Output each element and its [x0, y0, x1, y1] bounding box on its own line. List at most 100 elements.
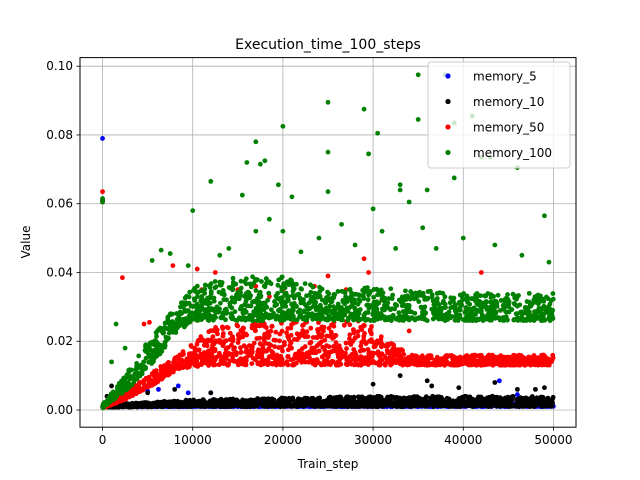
data-point	[317, 404, 322, 409]
data-point	[205, 339, 211, 344]
data-point	[352, 349, 358, 355]
data-point	[100, 189, 105, 195]
data-point	[212, 270, 218, 275]
data-point	[504, 359, 510, 365]
data-point	[329, 360, 335, 365]
data-point	[219, 324, 225, 330]
data-point	[361, 323, 367, 329]
data-point	[433, 362, 439, 368]
data-point	[293, 351, 298, 357]
data-point	[382, 397, 387, 403]
data-point	[222, 338, 228, 344]
data-point	[490, 361, 496, 367]
data-point	[549, 357, 555, 362]
data-point	[139, 404, 145, 410]
data-point	[459, 360, 464, 366]
data-point	[291, 403, 297, 408]
data-point	[365, 347, 371, 352]
data-point	[457, 396, 463, 401]
data-point	[247, 397, 253, 403]
data-point	[401, 361, 407, 367]
data-point	[510, 361, 516, 367]
data-point	[252, 328, 258, 333]
data-point	[335, 359, 341, 365]
data-point	[170, 369, 176, 375]
data-point	[367, 357, 372, 363]
data-point	[194, 283, 200, 289]
data-point	[246, 353, 251, 359]
data-point	[483, 398, 489, 404]
data-point	[269, 349, 275, 354]
data-point	[449, 399, 455, 405]
data-point	[361, 398, 367, 404]
data-point	[286, 395, 292, 401]
data-point	[514, 392, 520, 397]
data-point	[305, 401, 310, 407]
data-point	[425, 361, 431, 366]
data-point	[181, 399, 187, 405]
data-point	[232, 345, 237, 351]
data-point	[457, 292, 463, 298]
data-point	[285, 347, 291, 353]
data-point	[204, 343, 210, 349]
data-point	[496, 378, 502, 384]
data-point	[375, 403, 380, 409]
data-point	[235, 323, 241, 329]
data-point	[347, 332, 353, 338]
data-point	[288, 340, 294, 346]
data-point	[478, 397, 484, 402]
data-point	[503, 402, 509, 408]
data-point	[288, 332, 294, 338]
data-point	[297, 314, 302, 320]
data-point	[145, 390, 151, 396]
data-point	[227, 337, 233, 342]
data-point	[235, 362, 241, 368]
data-point	[347, 403, 353, 408]
data-point	[212, 346, 218, 352]
data-point	[436, 394, 442, 400]
data-point	[137, 380, 143, 385]
data-point	[366, 338, 372, 344]
data-point	[117, 398, 123, 404]
data-point	[527, 355, 533, 361]
data-point	[206, 329, 212, 335]
data-point	[210, 399, 216, 405]
data-point	[543, 403, 549, 409]
data-point	[374, 338, 380, 344]
data-point	[351, 328, 357, 334]
data-point	[354, 356, 359, 362]
data-point	[213, 355, 218, 361]
data-point	[344, 394, 350, 400]
data-point	[444, 397, 450, 403]
data-point	[382, 361, 388, 367]
data-point	[236, 336, 241, 342]
data-point	[240, 325, 246, 331]
data-point	[259, 342, 265, 348]
data-point	[153, 368, 159, 373]
data-point	[322, 347, 328, 353]
data-point	[141, 321, 147, 327]
data-point	[397, 373, 403, 379]
data-point	[323, 300, 329, 306]
data-point	[456, 385, 462, 391]
data-point	[310, 335, 316, 340]
data-point	[453, 360, 459, 366]
data-point	[196, 347, 202, 353]
data-point	[227, 330, 233, 336]
data-point	[201, 400, 207, 406]
data-point	[395, 350, 401, 356]
data-point	[371, 294, 377, 300]
data-point	[293, 360, 299, 366]
data-point	[302, 281, 308, 286]
data-point	[276, 345, 282, 350]
data-point	[410, 395, 416, 401]
data-point	[192, 297, 198, 303]
data-point	[147, 319, 152, 325]
data-point	[531, 353, 537, 358]
data-point	[154, 334, 159, 339]
data-point	[127, 367, 133, 373]
data-point	[515, 396, 521, 402]
data-point	[205, 403, 211, 409]
data-point	[251, 340, 257, 346]
data-point	[173, 400, 179, 406]
